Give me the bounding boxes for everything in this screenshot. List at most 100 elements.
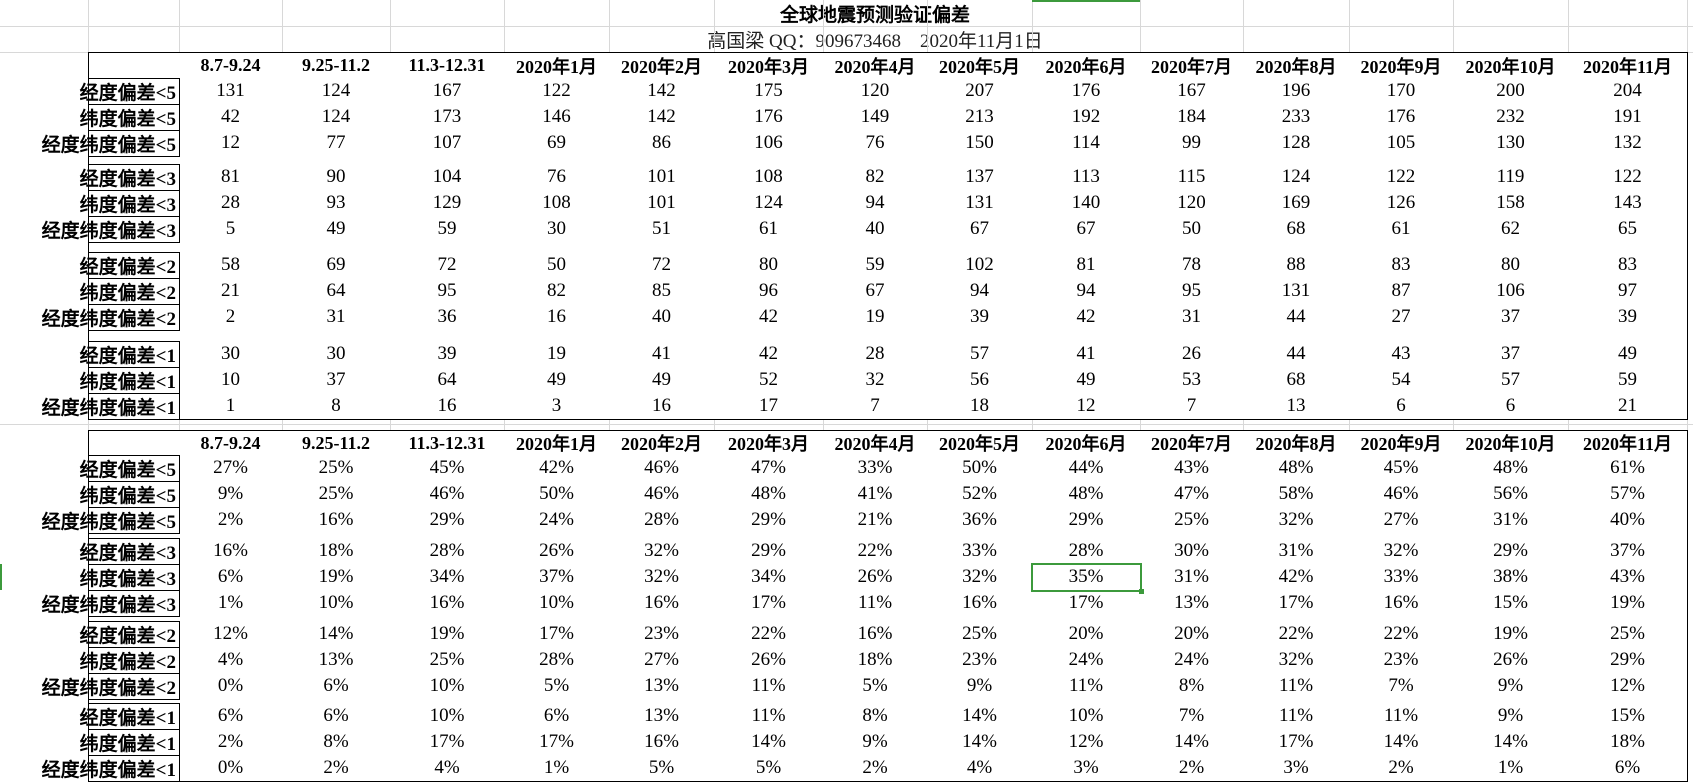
percent-cell[interactable]: 45% (1349, 455, 1454, 482)
percent-cell[interactable]: 22% (1243, 621, 1350, 648)
count-cell[interactable]: 191 (1568, 104, 1688, 131)
column-header[interactable]: 2020年8月 (1243, 430, 1350, 456)
percent-cell[interactable]: 2% (179, 729, 283, 756)
count-cell[interactable]: 200 (1453, 78, 1569, 105)
percent-cell[interactable]: 9% (823, 729, 928, 756)
count-cell[interactable]: 50 (504, 252, 610, 279)
percent-cell[interactable]: 2% (282, 755, 391, 782)
count-cell[interactable]: 2 (179, 304, 283, 331)
count-cell[interactable]: 124 (1243, 164, 1350, 191)
percent-cell[interactable]: 17% (714, 590, 824, 617)
percent-cell[interactable]: 11% (1243, 703, 1350, 730)
count-cell[interactable]: 131 (179, 78, 283, 105)
percent-cell[interactable]: 15% (1568, 703, 1688, 730)
count-cell[interactable]: 61 (1349, 216, 1454, 243)
percent-cell[interactable]: 6% (179, 564, 283, 591)
percent-cell[interactable]: 32% (609, 564, 715, 591)
count-cell[interactable]: 41 (1032, 341, 1141, 368)
count-cell[interactable]: 106 (714, 130, 824, 157)
percent-cell[interactable]: 17% (390, 729, 505, 756)
percent-cell[interactable]: 28% (1032, 538, 1141, 565)
count-cell[interactable]: 107 (390, 130, 505, 157)
percent-cell[interactable]: 10% (390, 703, 505, 730)
percent-cell[interactable]: 33% (823, 455, 928, 482)
count-cell[interactable]: 12 (1032, 393, 1141, 420)
count-cell[interactable]: 131 (927, 190, 1033, 217)
count-cell[interactable]: 27 (1349, 304, 1454, 331)
count-cell[interactable]: 51 (609, 216, 715, 243)
count-cell[interactable]: 101 (609, 190, 715, 217)
percent-cell[interactable]: 8% (1140, 673, 1244, 700)
row-label-cell[interactable]: 经度纬度偏差<2 (42, 304, 180, 331)
count-cell[interactable]: 19 (823, 304, 928, 331)
count-cell[interactable]: 120 (823, 78, 928, 105)
percent-cell[interactable]: 13% (609, 673, 715, 700)
count-cell[interactable]: 128 (1243, 130, 1350, 157)
percent-cell[interactable]: 26% (714, 647, 824, 674)
percent-cell[interactable]: 1% (1453, 755, 1569, 782)
percent-cell[interactable]: 37% (1568, 538, 1688, 565)
count-cell[interactable]: 93 (282, 190, 391, 217)
percent-cell[interactable]: 6% (282, 673, 391, 700)
column-header[interactable]: 2020年3月 (714, 52, 824, 79)
percent-cell[interactable]: 22% (1349, 621, 1454, 648)
percent-cell[interactable]: 16% (609, 590, 715, 617)
percent-cell[interactable]: 9% (179, 481, 283, 508)
percent-cell[interactable]: 6% (179, 703, 283, 730)
row-label-cell[interactable]: 经度偏差<3 (80, 538, 180, 565)
count-cell[interactable]: 42 (179, 104, 283, 131)
percent-cell[interactable]: 23% (1349, 647, 1454, 674)
percent-cell[interactable]: 58% (1243, 481, 1350, 508)
row-label-cell[interactable]: 纬度偏差<2 (80, 647, 180, 674)
percent-cell[interactable]: 25% (927, 621, 1033, 648)
count-cell[interactable]: 132 (1568, 130, 1688, 157)
count-cell[interactable]: 50 (1140, 216, 1244, 243)
count-cell[interactable]: 96 (714, 278, 824, 305)
percent-cell[interactable]: 2% (1349, 755, 1454, 782)
count-cell[interactable]: 113 (1032, 164, 1141, 191)
column-header[interactable]: 2020年7月 (1140, 52, 1244, 79)
count-cell[interactable]: 31 (282, 304, 391, 331)
column-header[interactable]: 8.7-9.24 (179, 430, 283, 456)
count-cell[interactable]: 56 (927, 367, 1033, 394)
count-cell[interactable]: 49 (504, 367, 610, 394)
row-label-cell[interactable]: 经度纬度偏差<5 (42, 507, 180, 534)
percent-cell[interactable]: 18% (282, 538, 391, 565)
percent-cell[interactable]: 27% (1349, 507, 1454, 534)
count-cell[interactable]: 68 (1243, 367, 1350, 394)
count-cell[interactable]: 67 (927, 216, 1033, 243)
percent-cell[interactable]: 15% (1453, 590, 1569, 617)
count-cell[interactable]: 196 (1243, 78, 1350, 105)
count-cell[interactable]: 104 (390, 164, 505, 191)
count-cell[interactable]: 12 (179, 130, 283, 157)
percent-cell[interactable]: 44% (1032, 455, 1141, 482)
row-label-cell[interactable]: 经度纬度偏差<5 (42, 130, 180, 157)
count-cell[interactable]: 99 (1140, 130, 1244, 157)
count-cell[interactable]: 95 (1140, 278, 1244, 305)
percent-cell[interactable]: 36% (927, 507, 1033, 534)
count-cell[interactable]: 207 (927, 78, 1033, 105)
count-cell[interactable]: 43 (1349, 341, 1454, 368)
column-header[interactable]: 2020年6月 (1032, 430, 1141, 456)
percent-cell[interactable]: 23% (609, 621, 715, 648)
percent-cell[interactable]: 50% (504, 481, 610, 508)
percent-cell[interactable]: 6% (282, 703, 391, 730)
count-cell[interactable]: 119 (1453, 164, 1569, 191)
percent-cell[interactable]: 29% (1568, 647, 1688, 674)
percent-cell[interactable]: 32% (1243, 507, 1350, 534)
percent-cell[interactable]: 4% (390, 755, 505, 782)
percent-cell[interactable]: 0% (179, 673, 283, 700)
count-cell[interactable]: 76 (504, 164, 610, 191)
percent-cell[interactable]: 48% (1032, 481, 1141, 508)
count-cell[interactable]: 80 (1453, 252, 1569, 279)
count-cell[interactable]: 72 (390, 252, 505, 279)
percent-cell[interactable]: 29% (1032, 507, 1141, 534)
count-cell[interactable]: 94 (927, 278, 1033, 305)
percent-cell[interactable]: 48% (1243, 455, 1350, 482)
count-cell[interactable]: 42 (714, 341, 824, 368)
count-cell[interactable]: 124 (282, 78, 391, 105)
percent-cell[interactable]: 25% (390, 647, 505, 674)
count-cell[interactable]: 88 (1243, 252, 1350, 279)
count-cell[interactable]: 81 (179, 164, 283, 191)
header-corner-cell[interactable] (88, 430, 180, 456)
